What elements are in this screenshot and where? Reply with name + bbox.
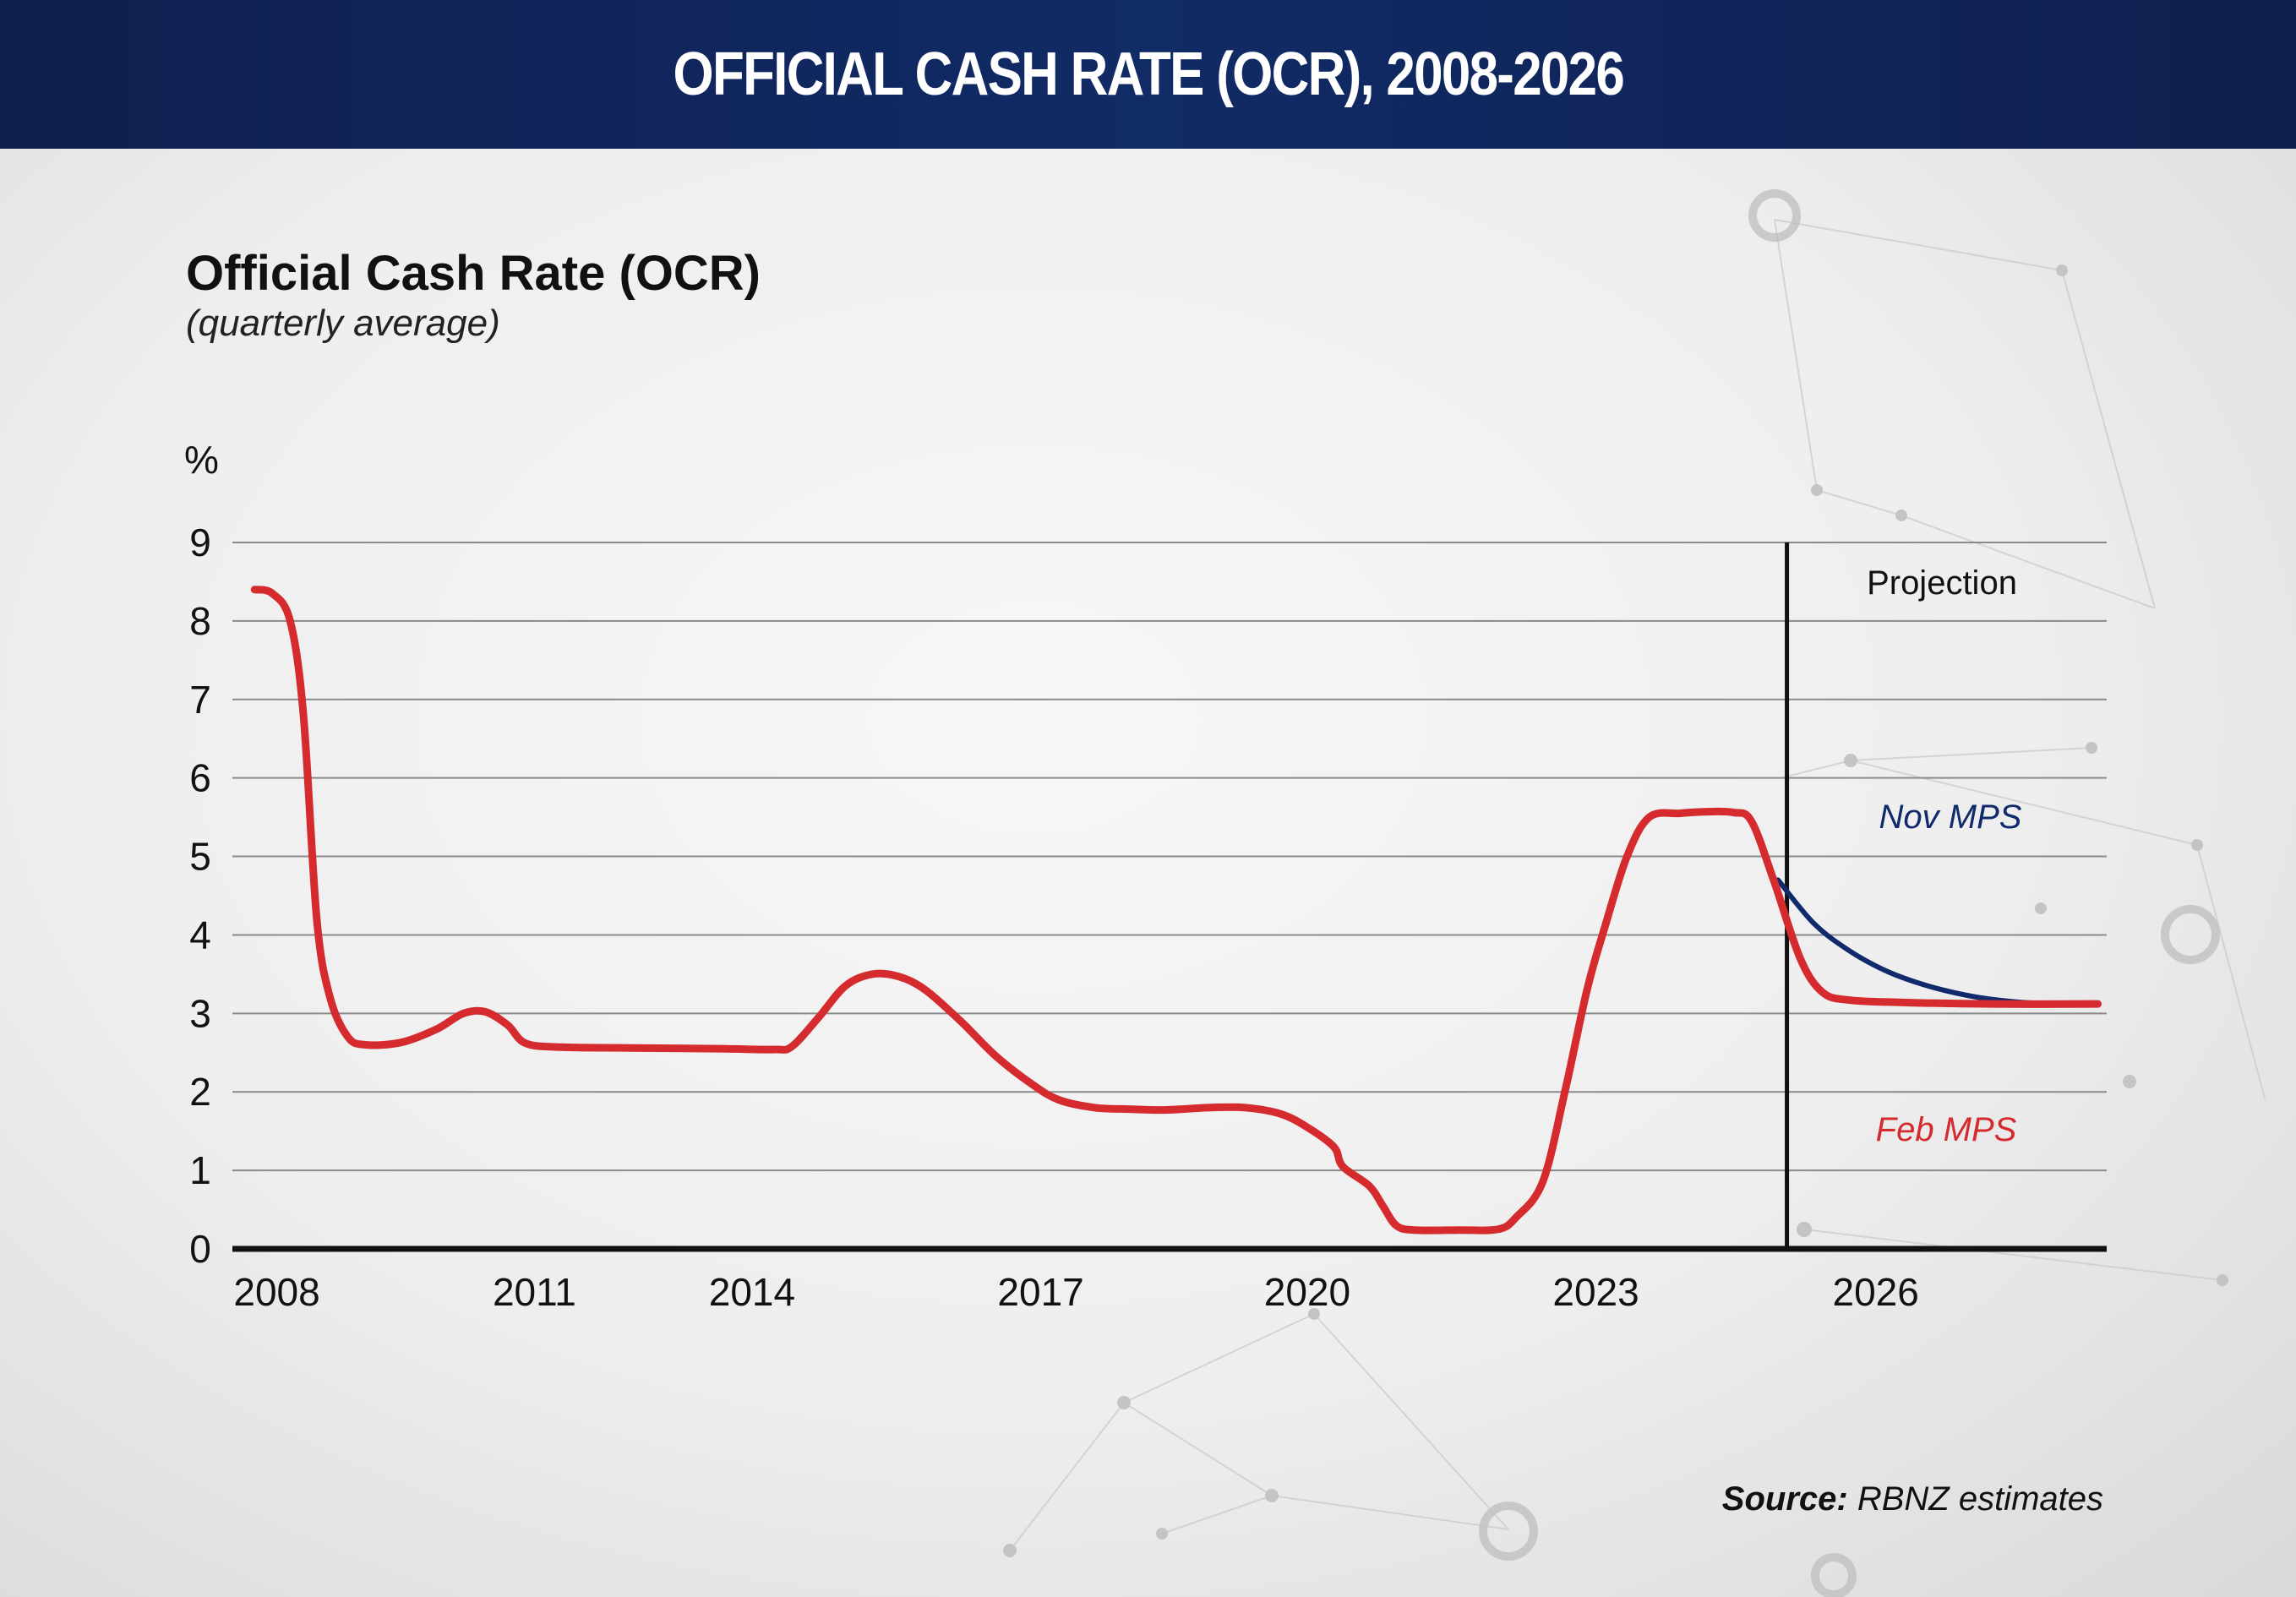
series-line-feb-mps [250, 586, 2102, 1235]
legend-label-feb-mps: Feb MPS [1876, 1111, 2017, 1148]
x-tick-label: 2011 [493, 1270, 576, 1314]
y-tick-labels: 0 1 2 3 4 5 6 7 8 9 [189, 521, 211, 1271]
y-tick-label: 5 [189, 835, 211, 879]
y-tick-label: 1 [189, 1148, 211, 1192]
x-tick-label: 2008 [233, 1270, 319, 1314]
source-text: RBNZ estimates [1847, 1480, 2103, 1518]
network-background-decoration [1003, 189, 2266, 1597]
legend-label-nov-mps: Nov MPS [1879, 798, 2022, 836]
source-note: Source: RBNZ estimates [1722, 1480, 2103, 1518]
y-tick-label: 7 [189, 678, 211, 722]
y-tick-label: 9 [189, 521, 211, 564]
series-lines [250, 586, 2102, 1235]
x-tick-label: 2026 [1833, 1270, 1919, 1314]
source-label: Source: [1721, 1480, 1848, 1518]
banner-title: OFFICIAL CASH RATE (OCR), 2008-2026 [673, 41, 1624, 108]
x-tick-labels: 2008 2011 2014 2017 2020 2023 2026 [233, 1270, 1918, 1314]
title-banner: OFFICIAL CASH RATE (OCR), 2008-2026 [0, 0, 2296, 149]
chart-subtitle: (quarterly average) [186, 303, 500, 344]
y-tick-label: 3 [189, 991, 211, 1035]
gridlines [232, 542, 2107, 1172]
y-tick-label: 6 [189, 756, 211, 800]
y-axis-unit-label: % [184, 438, 219, 482]
projection-label: Projection [1867, 564, 2017, 602]
y-tick-label: 2 [189, 1070, 211, 1114]
y-tick-label: 4 [189, 913, 211, 957]
y-tick-label: 8 [189, 599, 211, 643]
x-tick-label: 2017 [997, 1270, 1083, 1314]
chart-title: Official Cash Rate (OCR) [186, 246, 761, 301]
x-tick-label: 2023 [1552, 1270, 1639, 1314]
y-tick-label: 0 [189, 1227, 211, 1271]
x-tick-label: 2014 [709, 1270, 795, 1314]
series-line-nov-mps [1775, 877, 2101, 1007]
x-tick-label: 2020 [1264, 1270, 1350, 1314]
